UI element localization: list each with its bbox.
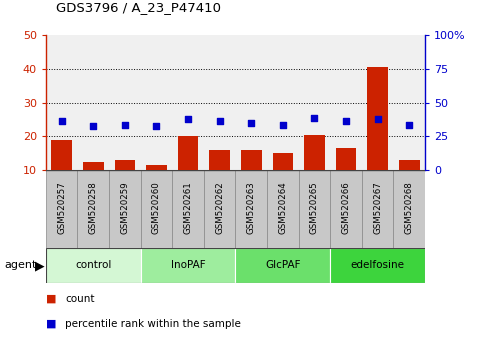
Bar xyxy=(394,170,425,248)
Text: edelfosine: edelfosine xyxy=(351,261,405,270)
Text: count: count xyxy=(65,294,95,304)
Text: agent: agent xyxy=(5,261,37,270)
Text: InoPAF: InoPAF xyxy=(171,261,205,270)
Bar xyxy=(77,170,109,248)
Text: GSM520262: GSM520262 xyxy=(215,181,224,234)
Bar xyxy=(330,170,362,248)
Point xyxy=(405,122,413,127)
Bar xyxy=(304,135,325,204)
Bar xyxy=(46,170,77,248)
Point xyxy=(121,122,129,127)
Text: ■: ■ xyxy=(46,319,57,329)
Point xyxy=(216,118,224,124)
Text: GSM520265: GSM520265 xyxy=(310,181,319,234)
Text: ■: ■ xyxy=(46,294,57,304)
Bar xyxy=(141,248,236,283)
Point xyxy=(374,116,382,122)
Point xyxy=(342,118,350,124)
Bar xyxy=(178,136,199,204)
Bar xyxy=(141,170,172,248)
Bar xyxy=(399,160,420,204)
Bar xyxy=(46,248,141,283)
Bar xyxy=(241,150,261,204)
Point xyxy=(89,123,97,129)
Point xyxy=(247,120,255,126)
Bar xyxy=(362,170,394,248)
Bar xyxy=(83,161,103,204)
Bar xyxy=(330,248,425,283)
Text: GlcPAF: GlcPAF xyxy=(265,261,300,270)
Text: GSM520258: GSM520258 xyxy=(89,181,98,234)
Bar xyxy=(204,170,236,248)
Text: GSM520260: GSM520260 xyxy=(152,181,161,234)
Point xyxy=(153,123,160,129)
Text: ▶: ▶ xyxy=(35,259,44,272)
Point xyxy=(279,122,287,127)
Point xyxy=(184,116,192,122)
Text: control: control xyxy=(75,261,112,270)
Bar xyxy=(114,160,135,204)
Text: GSM520267: GSM520267 xyxy=(373,181,382,234)
Text: GSM520264: GSM520264 xyxy=(278,181,287,234)
Point xyxy=(58,118,66,124)
Bar xyxy=(336,148,356,204)
Text: GSM520268: GSM520268 xyxy=(405,181,414,234)
Bar xyxy=(368,67,388,204)
Text: GSM520263: GSM520263 xyxy=(247,181,256,234)
Text: GSM520259: GSM520259 xyxy=(120,181,129,234)
Bar xyxy=(272,153,293,204)
Text: GSM520261: GSM520261 xyxy=(184,181,193,234)
Text: GSM520257: GSM520257 xyxy=(57,181,66,234)
Bar xyxy=(146,165,167,204)
Text: GSM520266: GSM520266 xyxy=(341,181,351,234)
Point xyxy=(311,115,318,121)
Bar xyxy=(236,170,267,248)
Bar xyxy=(236,248,330,283)
Text: GDS3796 / A_23_P47410: GDS3796 / A_23_P47410 xyxy=(56,1,221,14)
Bar xyxy=(267,170,298,248)
Bar xyxy=(109,170,141,248)
Bar xyxy=(172,170,204,248)
Text: percentile rank within the sample: percentile rank within the sample xyxy=(65,319,241,329)
Bar xyxy=(51,139,72,204)
Bar xyxy=(298,170,330,248)
Bar xyxy=(210,150,230,204)
